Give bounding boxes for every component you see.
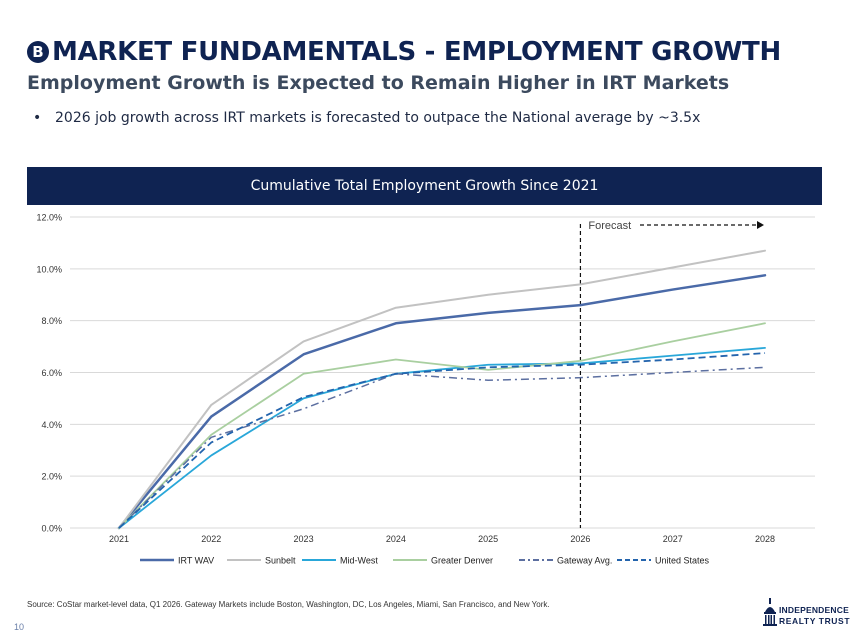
bullet-icon: • bbox=[33, 110, 42, 126]
page-title: MARKET FUNDAMENTALS - EMPLOYMENT GROWTH bbox=[52, 37, 781, 67]
y-tick-label: 10.0% bbox=[36, 264, 62, 274]
chart-grid bbox=[70, 216, 815, 529]
y-tick-label: 2.0% bbox=[41, 472, 62, 482]
x-tick-label: 2026 bbox=[570, 534, 590, 544]
y-tick-label: 4.0% bbox=[41, 420, 62, 430]
page-subtitle: Employment Growth is Expected to Remain … bbox=[27, 72, 730, 94]
bullet-item: • 2026 job growth across IRT markets is … bbox=[33, 110, 700, 126]
x-tick-label: 2023 bbox=[294, 534, 314, 544]
chart-title: Cumulative Total Employment Growth Since… bbox=[250, 178, 599, 194]
series-line-irt-wav bbox=[117, 274, 767, 530]
x-tick-label: 2022 bbox=[201, 534, 221, 544]
chart-title-banner: Cumulative Total Employment Growth Since… bbox=[27, 167, 822, 205]
legend-label: Sunbelt bbox=[265, 556, 296, 566]
company-logo: INDEPENDENCE REALTY TRUST bbox=[762, 596, 850, 632]
x-tick-label: 2021 bbox=[109, 534, 129, 544]
bullet-text: 2026 job growth across IRT markets is fo… bbox=[55, 110, 701, 126]
series-line-sunbelt bbox=[118, 249, 766, 529]
forecast-arrow-icon bbox=[757, 221, 764, 229]
x-tick-label: 2027 bbox=[663, 534, 683, 544]
chart-legend: IRT WAV Sunbelt Mid-West Greater Denver Gate… bbox=[140, 556, 710, 566]
legend-label: Gateway Avg. bbox=[557, 556, 612, 566]
x-tick-label: 2025 bbox=[478, 534, 498, 544]
forecast-label: Forecast bbox=[588, 220, 631, 232]
legend-label: IRT WAV bbox=[178, 556, 214, 566]
source-note: Source: CoStar market-level data, Q1 202… bbox=[27, 600, 550, 609]
series-line-mid-west bbox=[118, 346, 766, 529]
page-number: 10 bbox=[14, 622, 25, 632]
forecast-marker: Forecast bbox=[579, 220, 764, 528]
series-line-gateway-avg bbox=[118, 366, 766, 529]
y-tick-label: 0.0% bbox=[41, 524, 62, 534]
x-tick-label: 2028 bbox=[755, 534, 775, 544]
logo-text-line2: REALTY TRUST bbox=[779, 616, 850, 626]
y-tick-label: 8.0% bbox=[41, 316, 62, 326]
legend-label: Mid-West bbox=[340, 556, 378, 566]
x-axis-labels: 2021 2022 2023 2024 2025 2026 2027 2028 bbox=[109, 534, 775, 544]
legend-label: United States bbox=[655, 556, 710, 566]
capitol-dome-icon bbox=[763, 598, 777, 626]
series-line-united-states bbox=[118, 352, 766, 529]
x-tick-label: 2024 bbox=[386, 534, 406, 544]
legend-label: Greater Denver bbox=[431, 556, 493, 566]
y-tick-label: 6.0% bbox=[41, 368, 62, 378]
section-badge: B bbox=[27, 41, 49, 63]
series-lines bbox=[117, 249, 767, 530]
logo-text-line1: INDEPENDENCE bbox=[779, 605, 849, 615]
series-line-greater-denver bbox=[118, 322, 766, 529]
y-axis-labels: 0.0% 2.0% 4.0% 6.0% 8.0% 10.0% 12.0% bbox=[36, 213, 62, 534]
header: B MARKET FUNDAMENTALS - EMPLOYMENT GROWT… bbox=[27, 34, 781, 70]
y-tick-label: 12.0% bbox=[36, 213, 62, 223]
